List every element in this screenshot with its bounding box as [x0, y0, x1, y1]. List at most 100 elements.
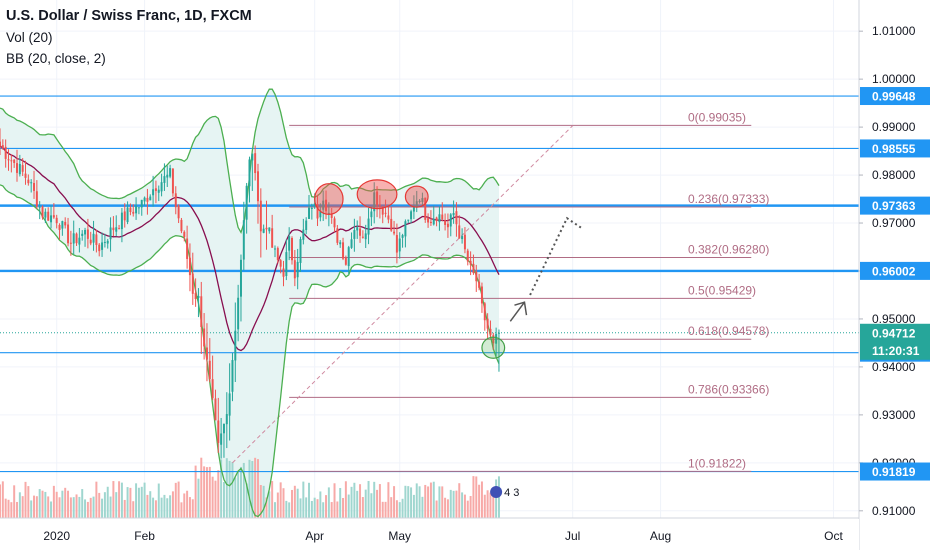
current-price-badge-bg: [860, 323, 930, 360]
candle: [132, 204, 135, 217]
candle-body: [30, 182, 33, 184]
candle: [177, 204, 180, 224]
candle-body: [197, 296, 200, 298]
candle-body: [313, 203, 316, 207]
candle: [384, 199, 387, 218]
candle-body: [24, 173, 27, 178]
candle-body: [276, 248, 279, 261]
candle-body: [262, 228, 265, 233]
candle-body: [254, 153, 257, 174]
candle: [296, 248, 299, 290]
candle-body: [387, 215, 390, 220]
candle: [234, 302, 237, 383]
candle-body: [89, 239, 92, 244]
volume-bar: [367, 480, 370, 518]
volume-bar: [288, 502, 291, 518]
candle: [67, 217, 70, 247]
price-tick-label: 0.97000: [872, 216, 916, 230]
candle: [166, 165, 169, 187]
volume-bar: [154, 500, 157, 518]
candle: [390, 206, 393, 232]
candle-body: [492, 335, 495, 344]
candle: [361, 230, 364, 239]
volume-bar: [169, 495, 172, 518]
candle-body: [180, 219, 183, 232]
volume-bar: [152, 497, 155, 518]
candle: [203, 313, 206, 360]
volume-bar: [302, 481, 305, 518]
candle-body: [220, 433, 223, 445]
candle-body: [200, 296, 203, 328]
earnings-badge-label: 4 3: [504, 487, 519, 499]
candle-body: [0, 141, 1, 147]
candle: [248, 156, 251, 203]
candle-body: [463, 234, 466, 250]
volume-bar: [67, 490, 70, 518]
volume-bar: [24, 481, 27, 518]
candle-body: [418, 200, 421, 202]
candle-body: [35, 191, 38, 207]
volume-bar: [410, 487, 413, 518]
volume-bar: [78, 496, 81, 518]
candle-body: [67, 224, 70, 244]
candle-body: [186, 238, 189, 259]
volume-bar: [319, 491, 322, 518]
fib-level-label: 0.786(0.93366): [688, 382, 769, 396]
candle-body: [424, 197, 427, 220]
candle: [367, 207, 370, 245]
volume-bar: [177, 481, 180, 518]
candle-body: [480, 286, 483, 304]
candle: [486, 313, 489, 340]
volume-bar: [339, 488, 342, 518]
volume-bar: [89, 497, 92, 518]
candle-body: [256, 171, 259, 202]
candle: [50, 205, 53, 229]
projection-arrow-head: [514, 301, 528, 316]
volume-bar: [407, 486, 410, 518]
volume-bar: [330, 502, 333, 518]
candle-body: [146, 197, 149, 202]
candle-body: [265, 227, 268, 230]
volume-bar: [344, 481, 347, 518]
candle: [461, 228, 464, 244]
candle: [95, 229, 98, 253]
candles: [0, 128, 500, 459]
candle: [89, 231, 92, 246]
volume-bar: [469, 496, 472, 518]
candle-body: [245, 185, 248, 220]
candle-body: [299, 239, 302, 263]
volume-bar: [248, 459, 251, 518]
candle-body: [274, 248, 276, 250]
candle-body: [140, 199, 143, 208]
candle: [407, 219, 410, 224]
candle-body: [106, 240, 109, 244]
volume-bar: [299, 498, 302, 518]
candle: [432, 205, 435, 226]
candle-body: [469, 260, 472, 265]
candle-body: [129, 207, 132, 212]
candle: [452, 200, 455, 224]
candle: [4, 139, 7, 168]
candle-body: [441, 214, 444, 220]
candle: [475, 264, 478, 292]
candle: [279, 258, 282, 274]
candle-body: [203, 328, 206, 347]
candle: [274, 245, 276, 258]
volume-bar: [412, 494, 415, 518]
projection-arrow-shaft: [509, 301, 526, 322]
candle-body: [367, 218, 370, 235]
price-level-badge: 0.99648: [872, 90, 916, 104]
candle-body: [353, 230, 356, 239]
volume-bar: [211, 476, 214, 518]
candle: [251, 153, 254, 191]
volume-bar: [174, 482, 177, 518]
candle-body: [211, 379, 214, 399]
volume-bar: [95, 481, 98, 518]
candle-body: [61, 221, 64, 229]
candle-body: [478, 281, 481, 288]
candle-body: [41, 206, 44, 218]
volume-bar: [47, 496, 50, 518]
volume-bar: [359, 484, 362, 518]
